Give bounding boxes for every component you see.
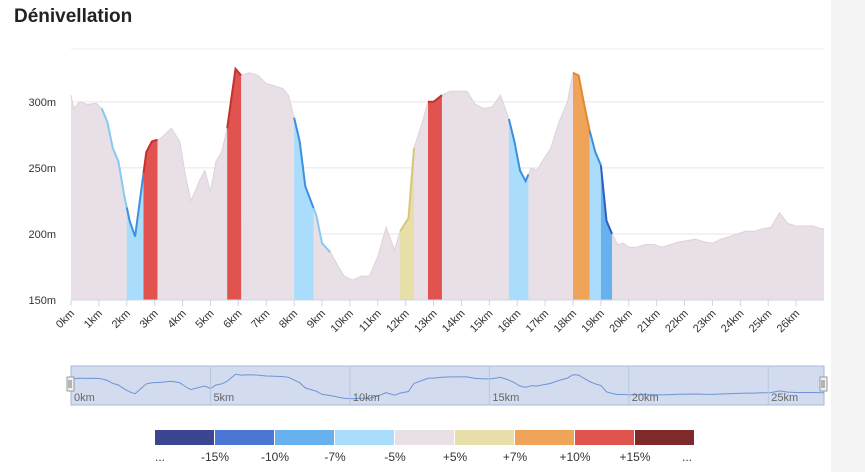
gradient-segment: [400, 148, 415, 300]
legend-swatch: [335, 430, 394, 445]
gradient-segment-edge: [599, 165, 613, 235]
x-tick-label: 24km: [719, 308, 747, 336]
gradient-segment: [427, 95, 442, 300]
page-scrollbar[interactable]: [831, 0, 865, 472]
chart-title: Dénivellation: [14, 6, 133, 27]
legend-swatch: [515, 430, 574, 445]
y-tick-label: 200m: [28, 229, 56, 241]
x-tick-label: 1km: [82, 308, 105, 331]
gradient-segment-edge: [507, 118, 530, 184]
navigator-label: 5km: [213, 392, 234, 404]
y-tick-label: 250m: [28, 163, 56, 175]
x-tick-label: 8km: [277, 308, 300, 331]
gradient-segment-edge: [142, 138, 158, 174]
gradient-segment: [573, 72, 590, 300]
legend-label: ...: [155, 450, 165, 464]
gradient-segment: [143, 139, 158, 300]
x-tick-label: 12km: [384, 308, 412, 336]
elevation-area: [70, 67, 824, 300]
gradient-segment-edge: [293, 117, 315, 209]
x-tick-label: 16km: [496, 308, 524, 336]
x-tick-label: 26km: [775, 308, 803, 336]
x-tick-label: 0km: [54, 308, 77, 331]
gradient-segment-edge: [312, 207, 332, 254]
gradient-legend: ... -15% -10% -7% -5% +5% +7% +10% +15%...: [155, 430, 694, 464]
y-axis: 150m 200m 250m 300m: [28, 97, 56, 307]
gradient-segment: [294, 117, 314, 300]
navigator-label: 25km: [771, 392, 798, 404]
gradient-segment-edge: [226, 66, 242, 129]
legend-label: +10%: [559, 450, 590, 464]
gradient-segments: [100, 66, 613, 301]
gradient-segment: [313, 208, 331, 300]
gradient-segment: [101, 108, 127, 301]
x-tick-label: 21km: [635, 308, 663, 336]
legend-label: ...: [682, 450, 692, 464]
navigator-label: 10km: [353, 392, 380, 404]
x-tick-label: 25km: [747, 308, 775, 336]
legend-label: -10%: [261, 450, 289, 464]
x-tick-label: 13km: [412, 308, 440, 336]
x-tick-label: 6km: [221, 308, 244, 331]
navigator: 0km 5km 10km 15km 20km 25km: [66, 365, 828, 406]
gradient-segment-edge: [399, 148, 415, 232]
legend-swatch: [455, 430, 514, 445]
navigator-label: 15km: [492, 392, 519, 404]
x-tick-label: 3km: [138, 308, 161, 331]
legend-swatch: [395, 430, 454, 445]
legend-label: -15%: [201, 450, 229, 464]
x-tick-label: 18km: [552, 308, 580, 336]
x-tick-label: 14km: [440, 308, 468, 336]
gradient-segment-edge: [572, 71, 591, 132]
y-tick-label: 300m: [28, 97, 56, 109]
x-tick-label: 9km: [305, 308, 328, 331]
gradient-segment: [227, 68, 242, 300]
x-tick-label: 23km: [691, 308, 719, 336]
legend-swatch: [635, 430, 694, 445]
x-tick-label: 2km: [110, 308, 133, 331]
legend-label: +7%: [503, 450, 528, 464]
legend-label: +5%: [443, 450, 468, 464]
gradient-segment: [508, 119, 529, 300]
x-tick-label: 11km: [357, 308, 384, 335]
x-tick-label: 5km: [193, 308, 216, 331]
x-tick-label: 20km: [607, 308, 635, 336]
x-tick-label: 22km: [663, 308, 691, 336]
legend-label: +15%: [619, 450, 650, 464]
x-axis: 0km 1km 2km 3km 4km 5km 6km 7km 8km 9km 10km 11km 12…: [54, 299, 824, 336]
legend-swatch: [575, 430, 634, 445]
legend-label: -7%: [324, 450, 346, 464]
navigator-label: 20km: [632, 392, 659, 404]
legend-label: -5%: [384, 450, 406, 464]
x-tick-label: 15km: [468, 308, 496, 336]
elevation-fill: [71, 68, 824, 300]
gradient-segment-edge: [428, 94, 443, 103]
gradient-segment-edge: [125, 173, 145, 237]
x-tick-label: 19km: [579, 308, 607, 336]
gradient-segment-edge: [100, 108, 128, 208]
legend-swatch: [155, 430, 214, 445]
gradient-segment-edge: [588, 130, 602, 166]
gradient-segment: [589, 130, 601, 300]
x-tick-label: 4km: [165, 308, 188, 331]
x-tick-label: 10km: [328, 308, 356, 336]
x-tick-label: 7km: [249, 308, 272, 331]
navigator-series: [70, 373, 824, 400]
x-tick-label: 17km: [524, 308, 552, 336]
navigator-label: 0km: [74, 392, 95, 404]
legend-swatch: [215, 430, 274, 445]
y-tick-label: 150m: [28, 295, 56, 307]
legend-swatch: [275, 430, 334, 445]
